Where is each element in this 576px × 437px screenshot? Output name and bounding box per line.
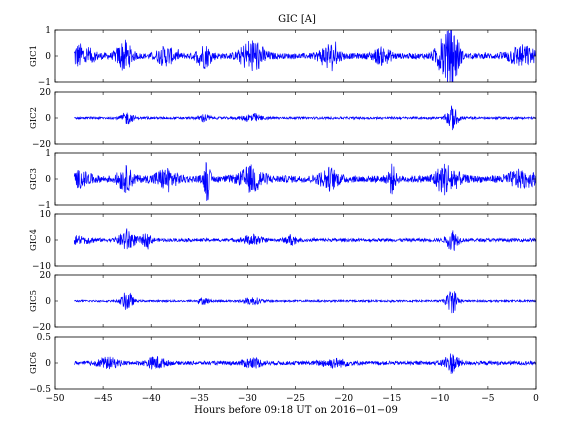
panel-gic3: 1 0 −1 GIC3 xyxy=(29,149,537,211)
y-axis-label-gic1: GIC1 xyxy=(29,45,39,67)
series-line-gic5 xyxy=(74,290,536,314)
x-tick-label: −10 xyxy=(430,394,449,404)
panel-gic4: 10 0 −10 GIC4 xyxy=(29,210,537,272)
y-tick-label: −1 xyxy=(38,201,51,211)
y-tick-label: 1 xyxy=(45,26,51,36)
x-tick-label: −45 xyxy=(94,394,113,404)
series-line-gic3 xyxy=(73,162,536,201)
x-tick-label: −15 xyxy=(382,394,401,404)
y-axis-label-gic4: GIC4 xyxy=(29,229,39,251)
y-tick-label: −10 xyxy=(32,262,51,272)
y-tick-label: 20 xyxy=(40,88,52,98)
y-tick-label: 20 xyxy=(40,271,52,281)
y-tick-label: 0 xyxy=(45,236,51,246)
x-axis-ticks: −50 −45 −40 −35 −30 −25 −20 −15 −10 −5 0 xyxy=(46,394,540,404)
y-tick-label: 0 xyxy=(45,297,51,307)
y-tick-label: 0 xyxy=(45,175,51,185)
y-tick-label: 0.5 xyxy=(37,333,52,343)
series-line-gic4 xyxy=(73,228,536,251)
chart-title: GIC [A] xyxy=(278,14,316,25)
x-tick-label: −30 xyxy=(238,394,257,404)
x-tick-label: −50 xyxy=(46,394,65,404)
y-axis-label-gic6: GIC6 xyxy=(29,352,39,374)
panel-gic5: 20 0 −20 GIC5 xyxy=(29,271,537,333)
y-axis-label-gic5: GIC5 xyxy=(29,290,39,312)
y-tick-label: 10 xyxy=(40,210,52,220)
y-tick-label: −1 xyxy=(38,78,51,88)
y-tick-label: −20 xyxy=(32,323,51,333)
x-axis-label: Hours before 09:18 UT on 2016−01−09 xyxy=(194,405,398,416)
x-tick-label: −40 xyxy=(142,394,161,404)
y-tick-label: 0 xyxy=(45,52,51,62)
x-tick-label: −20 xyxy=(334,394,353,404)
x-tick-label: −5 xyxy=(481,394,495,404)
series-line-gic1 xyxy=(73,30,536,82)
panel-gic6: 0.5 0 −0.5 GIC6 xyxy=(29,333,537,395)
y-tick-label: 0 xyxy=(45,359,51,369)
panels-group: 10−1GIC1200−20GIC210−1GIC3100−10GIC4200−… xyxy=(29,26,537,395)
x-tick-label: −25 xyxy=(286,394,305,404)
panel-gic1: 1 0 −1 GIC1 xyxy=(29,26,537,88)
x-tick-label: 0 xyxy=(533,394,539,404)
y-tick-label: −20 xyxy=(32,140,51,150)
series-line-gic2 xyxy=(74,105,536,131)
y-tick-label: 0 xyxy=(45,114,51,124)
series-line-gic6 xyxy=(74,353,536,374)
y-axis-label-gic2: GIC2 xyxy=(29,107,39,129)
y-axis-label-gic3: GIC3 xyxy=(29,168,39,190)
y-tick-label: −0.5 xyxy=(29,385,51,395)
panel-gic2: 20 0 −20 GIC2 xyxy=(29,88,537,150)
y-tick-label: 1 xyxy=(45,149,51,159)
x-tick-label: −35 xyxy=(190,394,209,404)
